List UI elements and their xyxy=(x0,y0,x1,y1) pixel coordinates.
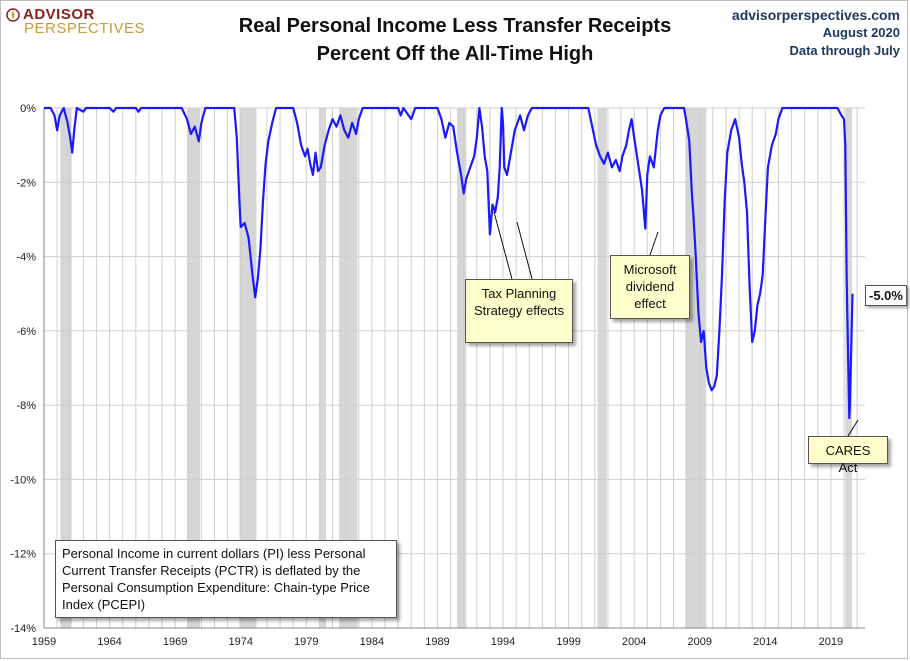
x-tick-label: 1989 xyxy=(425,636,449,648)
logo-line1: ADVISOR xyxy=(23,6,95,23)
x-tick-label: 1964 xyxy=(97,636,121,648)
recession-band-6 xyxy=(597,108,607,628)
source-site: advisorperspectives.com xyxy=(731,7,900,23)
y-tick-label: -2% xyxy=(16,177,36,189)
x-tick-label: 1974 xyxy=(228,636,252,648)
x-tick-label: 1969 xyxy=(163,636,187,648)
advisor-perspectives-logo: ADVISOR PERSPECTIVES xyxy=(6,6,145,37)
recession-band-2 xyxy=(239,108,257,628)
y-tick-labels: 0% -2% -4% -6% -8% -10% -12% -14% xyxy=(10,103,36,635)
title-line2: Percent Off the All-Time High xyxy=(316,43,594,65)
compass-icon xyxy=(6,7,20,22)
x-tick-label: 1994 xyxy=(491,636,515,648)
recession-band-7 xyxy=(685,108,707,628)
x-tick-labels: 1959 1964 1969 1974 1979 1984 1989 1994 1999 2004… xyxy=(32,636,843,648)
tax-planning-note: Tax Planning Strategy effects xyxy=(465,279,573,343)
source-date: August 2020 xyxy=(822,25,900,40)
y-tick-label: 0% xyxy=(20,103,36,115)
recession-band-0 xyxy=(60,108,72,628)
definition-note: Personal Income in current dollars (PI) … xyxy=(55,540,397,618)
chart-title: Real Personal Income Less Transfer Recei… xyxy=(0,12,910,68)
msft-callout-line xyxy=(649,231,659,256)
logo-line2: PERSPECTIVES xyxy=(24,20,146,37)
x-tick-label: 2014 xyxy=(753,636,777,648)
x-tick-label: 1999 xyxy=(556,636,580,648)
source-data-note: Data through July xyxy=(789,43,900,58)
y-tick-label: -12% xyxy=(10,549,36,561)
series-line xyxy=(44,106,854,420)
callout-lines xyxy=(493,211,859,437)
y-tick-label: -8% xyxy=(16,400,36,412)
recession-band-1 xyxy=(186,108,201,628)
y-tick-label: -4% xyxy=(16,252,36,264)
title-line1: Real Personal Income Less Transfer Recei… xyxy=(238,15,672,37)
x-tick-label: 1959 xyxy=(32,636,56,648)
recession-band-5 xyxy=(457,108,467,628)
x-tick-label: 2019 xyxy=(819,636,843,648)
y-tick-label: -14% xyxy=(10,623,36,635)
axes xyxy=(43,108,865,629)
cares-act-note: CARES Act xyxy=(808,436,888,475)
recession-band-3 xyxy=(319,108,326,628)
x-tick-label: 2009 xyxy=(688,636,712,648)
cares-callout-line xyxy=(847,419,859,437)
series-layer xyxy=(44,106,854,420)
x-tick-label: 1984 xyxy=(360,636,384,648)
recession-band-4 xyxy=(339,108,358,628)
tax-callout-line-2 xyxy=(516,221,533,280)
y-tick-label: -10% xyxy=(10,474,36,486)
x-tick-label: 1979 xyxy=(294,636,318,648)
tax-callout-line-1 xyxy=(493,211,513,280)
y-tick-label: -6% xyxy=(16,326,36,338)
x-tick-label: 2004 xyxy=(622,636,646,648)
source-info: advisorperspectives.com August 2020 Data… xyxy=(732,6,900,60)
last-value-label: -5.0% xyxy=(865,285,907,306)
microsoft-dividend-note: Microsoft dividend effect xyxy=(610,255,690,319)
